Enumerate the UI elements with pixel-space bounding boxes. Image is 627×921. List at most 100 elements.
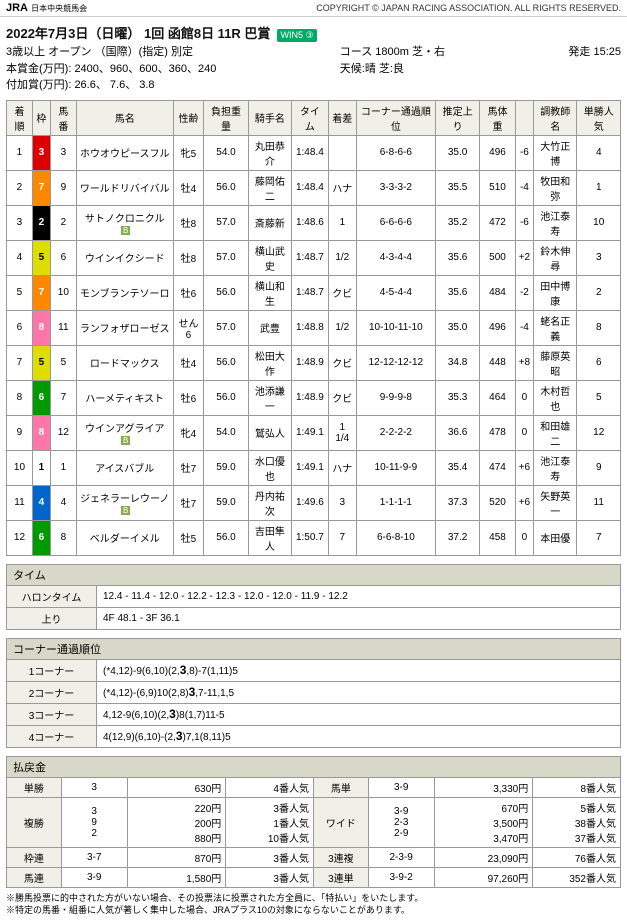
cell: 1:48.6 [292, 205, 329, 240]
horse-name: ロードマックス [76, 345, 173, 380]
cell: 鷲弘人 [248, 415, 291, 450]
header-bar: JRA 日本中央競馬会 COPYRIGHT © JAPAN RACING ASS… [0, 0, 627, 17]
cell: 7 [50, 380, 76, 415]
cell: 牡4 [173, 170, 204, 205]
cell: 1/2 [328, 240, 356, 275]
cell: 斎藤新 [248, 205, 291, 240]
payout-combo: 2-3-9 [368, 847, 434, 867]
cell: クビ [328, 275, 356, 310]
payout-combo: 3 [61, 777, 127, 797]
cell: 10-10-11-10 [356, 310, 435, 345]
cell: 448 [480, 345, 515, 380]
cell: 4 [7, 240, 33, 275]
cell: 牡6 [173, 380, 204, 415]
waku-cell: 7 [32, 275, 50, 310]
cell: 35.4 [435, 450, 479, 485]
cell: 蛯名正義 [534, 310, 577, 345]
payout-label: 馬単 [313, 777, 368, 797]
corner-title: コーナー通過順位 [6, 638, 621, 659]
cell: 37.3 [435, 485, 479, 520]
payout-pop: 5番人気 38番人気 37番人気 [533, 797, 621, 847]
table-row: 6811ランフォザローゼスせん657.0武豊1:48.81/210-10-11-… [7, 310, 621, 345]
cell: 牧田和弥 [534, 170, 577, 205]
col-header: 調教師名 [534, 100, 577, 135]
cell: 56.0 [204, 520, 248, 555]
payout-combo: 3-9-2 [368, 867, 434, 887]
cell: クビ [328, 345, 356, 380]
waku-cell: 5 [32, 240, 50, 275]
cell: 500 [480, 240, 515, 275]
cell: 5 [577, 380, 621, 415]
cell: 0 [515, 520, 533, 555]
note-line: ※勝馬投票に的中された方がいない場合、その投票法に投票された方全員に、「特払い」… [6, 892, 621, 905]
cell: 1:48.9 [292, 345, 329, 380]
cell: 57.0 [204, 205, 248, 240]
cell: 矢野英一 [534, 485, 577, 520]
blinker-icon: B [121, 436, 130, 445]
cell: 牡7 [173, 485, 204, 520]
cell: 4-3-4-4 [356, 240, 435, 275]
col-header: 負担重量 [204, 100, 248, 135]
cell: 2 [7, 170, 33, 205]
cell: 本田優 [534, 520, 577, 555]
horse-name: ワールドリバイバル [76, 170, 173, 205]
cell: 1:49.6 [292, 485, 329, 520]
cell: 56.0 [204, 345, 248, 380]
payout-section: 払戻金 単勝3630円4番人気馬単3-93,330円8番人気複勝3 9 2220… [0, 756, 627, 888]
result-table: 着順枠馬番馬名性齢負担重量騎手名タイム着差コーナー通過順位推定上り馬体重調教師名… [6, 100, 621, 556]
cell: 36.6 [435, 415, 479, 450]
cell: 4 [50, 485, 76, 520]
cell: 6 [50, 240, 76, 275]
cell: 横山武史 [248, 240, 291, 275]
col-header [515, 100, 533, 135]
race-prize: 本賞金(万円): 2400、960、600、360、240 [6, 61, 216, 78]
horse-name: モンブランテソーロ [76, 275, 173, 310]
race-weather: 天候:晴 芝:良 [340, 61, 445, 78]
cell: 496 [480, 135, 515, 170]
cell: 2 [50, 205, 76, 240]
corner-section: コーナー通過順位 1コーナー(*4,12)-9(6,10)(2,3,8)-7(1… [0, 638, 627, 748]
cell: 9 [50, 170, 76, 205]
cell: 1 1/4 [328, 415, 356, 450]
cell: 12 [50, 415, 76, 450]
payout-pop: 8番人気 [533, 777, 621, 797]
payout-combo: 3-9 [61, 867, 127, 887]
cell: 56.0 [204, 380, 248, 415]
corner-label: 4コーナー [7, 725, 97, 747]
payout-pop: 3番人気 [226, 847, 314, 867]
waku-cell: 5 [32, 345, 50, 380]
payout-yen: 3,330円 [434, 777, 533, 797]
cell: 59.0 [204, 450, 248, 485]
payout-label: 複勝 [7, 797, 62, 847]
cell: 松田大作 [248, 345, 291, 380]
cell: 水口優也 [248, 450, 291, 485]
cell: 496 [480, 310, 515, 345]
cell: 鈴木伸尋 [534, 240, 577, 275]
cell: 牡6 [173, 275, 204, 310]
cell: 3 [7, 205, 33, 240]
cell: 12-12-12-12 [356, 345, 435, 380]
cell: 35.0 [435, 135, 479, 170]
corner-value: 4,12-9(6,10)(2,3)8(1,7)11-5 [97, 703, 621, 725]
cell: 6-6-8-10 [356, 520, 435, 555]
cell: 大竹正博 [534, 135, 577, 170]
cell: 牝5 [173, 135, 204, 170]
cell: 57.0 [204, 310, 248, 345]
corner-label: 2コーナー [7, 681, 97, 703]
cell: 3 [577, 240, 621, 275]
copyright-text: COPYRIGHT © JAPAN RACING ASSOCIATION. AL… [316, 3, 621, 13]
payout-title: 払戻金 [6, 756, 621, 777]
corner-value: (*4,12)-(6,9)10(2,8)3,7-11,1,5 [97, 681, 621, 703]
cell: 3 [50, 135, 76, 170]
cell: 2 [577, 275, 621, 310]
blinker-icon: B [121, 226, 130, 235]
payout-label: 3連複 [313, 847, 368, 867]
cell: 59.0 [204, 485, 248, 520]
cell: クビ [328, 380, 356, 415]
table-row: 1144ジェネラーレウーノB牡759.0丹内祐次1:49.631-1-1-137… [7, 485, 621, 520]
cell: せん6 [173, 310, 204, 345]
col-header: 馬名 [76, 100, 173, 135]
race-info: 2022年7月3日（日曜） 1回 函館8日 11R 巴賞 WIN5 ③ 3歳以上… [0, 17, 627, 100]
cell: 4-5-4-4 [356, 275, 435, 310]
table-row: 9812ウインアグライアB牝454.0鷲弘人1:49.11 1/42-2-2-2… [7, 415, 621, 450]
